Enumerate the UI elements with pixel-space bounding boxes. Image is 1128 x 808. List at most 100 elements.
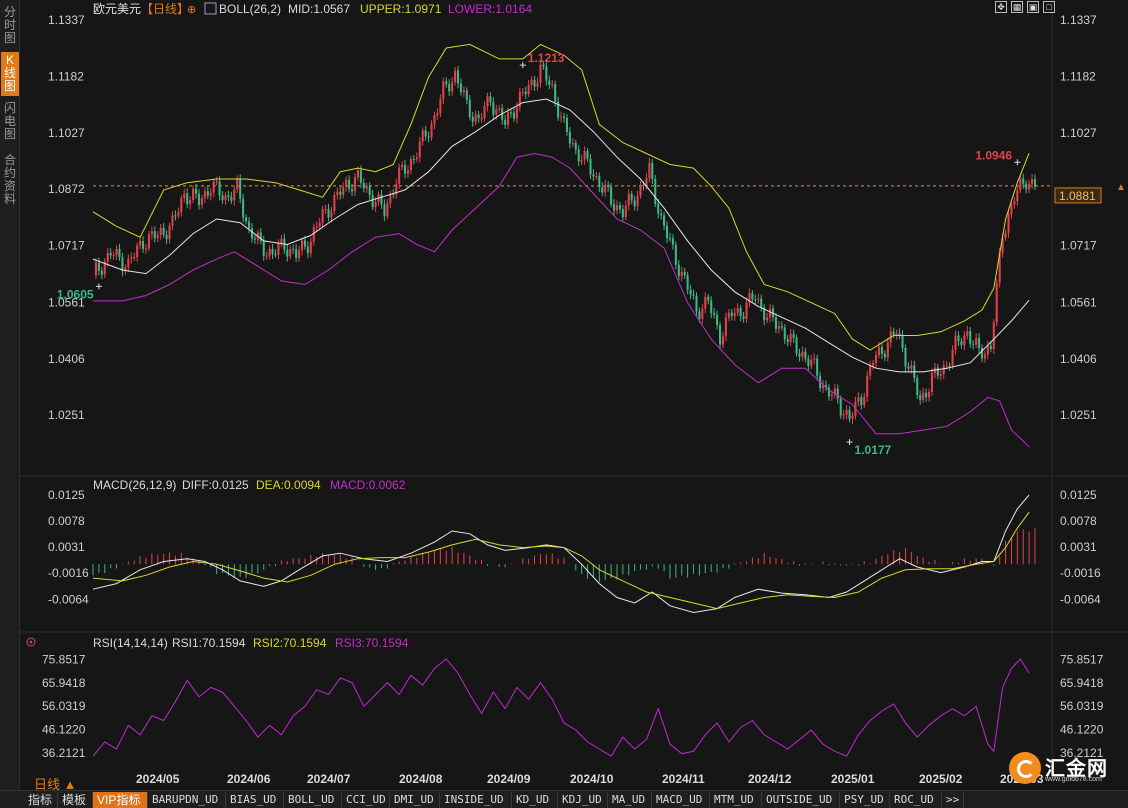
candle-body <box>512 112 515 119</box>
candle-body <box>115 248 118 256</box>
candle-body <box>371 195 374 207</box>
candle-body <box>789 334 792 342</box>
price-tick-right: 1.0251 <box>1060 408 1097 422</box>
candle-body <box>147 234 150 249</box>
indicator-tab[interactable]: DMI_UD <box>390 792 440 808</box>
candle-body <box>866 375 869 397</box>
indicator-tab[interactable]: MA_UD <box>608 792 652 808</box>
candle-body <box>1016 190 1019 202</box>
price-annotations: ▲ 1.0605 1.1213 1.0177 1.0946 <box>57 51 1126 457</box>
candle-body <box>695 295 698 312</box>
period-tag[interactable]: 【日线】 <box>141 2 189 16</box>
indicator-tab[interactable]: KDJ_UD <box>558 792 608 808</box>
price-tick-right: 1.0406 <box>1060 352 1097 366</box>
boll-mid: MID:1.0567 <box>288 2 350 16</box>
candle-body <box>250 228 253 239</box>
candle-body <box>121 257 124 272</box>
logo-icon <box>1009 752 1041 784</box>
candle-body <box>218 181 221 196</box>
candle-body <box>636 195 639 207</box>
candle-body <box>592 174 595 177</box>
candle-body <box>562 116 566 118</box>
candle-body <box>963 335 966 346</box>
rsi-tick-left: 56.0319 <box>42 699 86 713</box>
candle-body <box>651 162 654 180</box>
candle-body <box>507 112 510 125</box>
candle-body <box>206 191 209 196</box>
candle-body <box>142 240 145 249</box>
indicator-tab[interactable]: CCI_UD <box>342 792 390 808</box>
side-tab-flash[interactable]: 闪电图 <box>3 101 16 141</box>
indicator-tab[interactable]: BOLL_UD <box>284 792 342 808</box>
x-tick-label: 2024/10 <box>570 772 614 786</box>
side-tab-contract-info[interactable]: 合约资料 <box>3 153 16 206</box>
extreme-label: 1.0605 <box>57 287 94 301</box>
indicator-tab[interactable]: KD_UD <box>512 792 558 808</box>
candle-body <box>827 387 830 397</box>
indicator-icon[interactable] <box>204 2 217 15</box>
candle-body <box>97 262 100 271</box>
maximize-icon[interactable]: □ <box>1043 1 1055 13</box>
layout-icon[interactable]: ▦ <box>1011 1 1023 13</box>
candle-body <box>680 271 683 277</box>
candle-body <box>927 391 931 398</box>
boll-lower: LOWER:1.0164 <box>448 2 532 16</box>
indicator-tab[interactable]: 指标 <box>24 792 58 808</box>
candles <box>94 59 1037 424</box>
candle-body <box>824 385 828 388</box>
add-indicator-icon[interactable]: ⊕ <box>187 4 196 16</box>
indicator-tab[interactable]: INSIDE_UD <box>440 792 512 808</box>
candle-body <box>904 347 907 367</box>
candle-body <box>780 325 783 328</box>
logo-url: www.gold678.com <box>1045 776 1102 783</box>
candle-body <box>721 336 724 345</box>
candle-body <box>548 80 551 85</box>
indicator-tab[interactable]: BIAS_UD <box>226 792 284 808</box>
candle-body <box>427 136 430 138</box>
candle-body <box>265 255 268 257</box>
candle-body <box>274 254 277 256</box>
side-tab-kline[interactable]: K线图 <box>1 52 19 96</box>
move-icon[interactable]: ✥ <box>995 1 1007 13</box>
candle-body <box>577 149 580 162</box>
symbol-name: 欧元美元 <box>93 2 141 16</box>
chart-canvas[interactable]: 欧元美元 【日线】 ⊕ BOLL(26,2) MID:1.0567 UPPER:… <box>20 0 1128 790</box>
indicator-tab[interactable]: BARUPDN_UD <box>148 792 226 808</box>
candle-body <box>192 188 195 200</box>
candle-body <box>777 325 780 329</box>
candle-body <box>495 109 498 115</box>
indicator-tab[interactable]: 模板 <box>58 792 93 808</box>
candle-body <box>763 307 766 321</box>
fit-icon[interactable]: ▣ <box>1027 1 1039 13</box>
x-tick-label: 2025/01 <box>831 772 875 786</box>
indicator-tab[interactable]: >> <box>942 792 964 808</box>
candle-body <box>816 358 819 376</box>
close-indicator-icon[interactable] <box>26 637 36 647</box>
indicator-tab[interactable]: OUTSIDE_UD <box>762 792 840 808</box>
indicator-tab[interactable]: PSY_UD <box>840 792 890 808</box>
period-selector[interactable]: 日线 ▲ <box>34 777 77 792</box>
candle-body <box>462 90 465 93</box>
extreme-label: 1.0177 <box>855 443 892 457</box>
candle-body <box>94 262 97 276</box>
indicator-tab[interactable]: ROC_UD <box>890 792 942 808</box>
candle-body <box>468 99 471 117</box>
candle-body <box>398 167 401 184</box>
indicator-tab[interactable]: MTM_UD <box>710 792 762 808</box>
candle-body <box>109 252 112 256</box>
rsi-name: RSI(14,14,14) <box>93 636 168 650</box>
candle-body <box>306 246 309 254</box>
candle-body <box>421 130 424 142</box>
candle-body <box>774 317 777 329</box>
candle-body <box>100 270 103 275</box>
candle-body <box>898 333 901 336</box>
indicator-tab[interactable]: VIP指标 <box>93 792 148 808</box>
macd-tick-right: 0.0031 <box>1060 540 1097 554</box>
candle-body <box>318 222 321 227</box>
indicator-tab[interactable]: MACD_UD <box>652 792 710 808</box>
side-tab-timeshare[interactable]: 分时图 <box>3 5 16 45</box>
candle-body <box>536 82 539 87</box>
candle-body <box>795 337 798 354</box>
candle-body <box>633 200 636 207</box>
